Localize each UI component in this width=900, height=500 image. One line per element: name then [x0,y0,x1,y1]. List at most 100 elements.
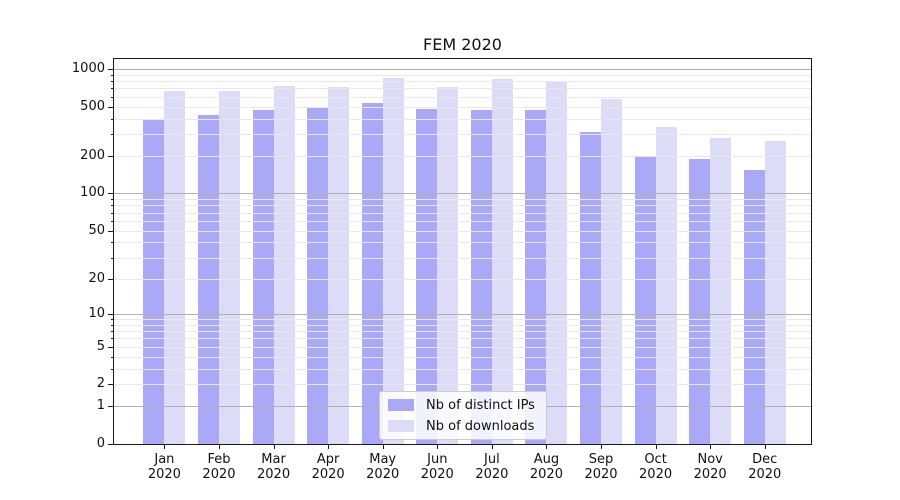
x-tick-label-nov: Nov 2020 [693,452,727,482]
y-tick-label: 2 [96,376,105,392]
x-tick-label-feb: Feb 2020 [202,452,236,482]
gridline-minor [114,278,811,280]
bar-downloads-aug [546,82,568,444]
y-tick-mark-minor [111,96,113,98]
gridline-minor [114,199,811,201]
x-tick-label-oct: Oct 2020 [639,452,673,482]
y-tick-label: 200 [80,148,105,164]
bar-distinct-ips-may [361,103,383,444]
y-tick-mark-minor [111,242,113,244]
x-tick-mark [164,445,166,449]
y-tick-mark-minor [111,324,113,326]
bar-downloads-feb [218,90,240,444]
x-tick-label-jun: Jun 2020 [420,452,454,482]
y-tick-mark-minor [111,118,113,120]
bar-downloads-jul [491,79,513,444]
y-tick-mark-minor [111,205,113,207]
bar-distinct-ips-mar [252,110,274,444]
y-tick-mark [108,313,113,315]
gridline-minor [114,338,811,340]
y-tick-mark-minor [111,74,113,76]
gridline-major [114,313,811,315]
gridline-minor [114,134,811,136]
y-tick-mark [108,68,113,70]
bar-distinct-ips-nov [689,158,711,444]
bar-downloads-sep [601,98,623,444]
y-tick-mark-minor [111,88,113,90]
legend-label-downloads: Nb of downloads [426,418,535,434]
bar-downloads-mar [273,85,295,444]
bar-downloads-apr [328,86,350,444]
gridline-minor [114,319,811,320]
x-tick-label-jan: Jan 2020 [147,452,181,482]
x-tick-label-dec: Dec 2020 [748,452,782,482]
bar-downloads-nov [710,137,732,444]
y-tick-mark [108,444,113,445]
y-tick-mark [108,346,113,348]
legend-swatch-downloads [388,420,414,432]
x-tick-label-mar: Mar 2020 [257,452,291,482]
gridline-minor [114,81,811,83]
x-tick-mark [328,445,330,449]
y-tick-mark [108,156,113,158]
gridline-minor [114,257,811,259]
gridline-minor [114,324,811,326]
y-tick-label: 1 [96,398,105,414]
gridline-minor [114,106,811,108]
x-tick-mark [218,445,220,449]
y-tick-mark-minor [111,356,113,358]
legend: Nb of distinct IPs Nb of downloads [379,391,547,440]
x-tick-mark [273,445,275,449]
gridline-minor [114,331,811,333]
y-tick-mark [108,193,113,195]
gridline-minor [114,212,811,214]
x-tick-mark [601,445,603,449]
gridline-minor [114,220,811,222]
bar-distinct-ips-aug [525,109,547,444]
legend-swatch-distinct-ips [388,399,414,411]
y-tick-mark-minor [111,338,113,340]
gridline-minor [114,88,811,90]
x-tick-label-aug: Aug 2020 [529,452,563,482]
x-tick-label-jul: Jul 2020 [475,452,509,482]
y-tick-label: 100 [80,185,105,201]
y-tick-label: 500 [80,98,105,114]
x-tick-mark [437,445,439,449]
bar-downloads-may [382,78,404,444]
y-tick-label: 1000 [71,60,105,76]
gridline-minor [114,242,811,244]
gridline-minor [114,96,811,98]
gridline-minor [114,346,811,348]
y-tick-mark-minor [111,212,113,214]
y-tick-mark-minor [111,199,113,201]
gridline-minor [114,230,811,232]
x-tick-mark [382,445,384,449]
gridline-minor [114,74,811,76]
bar-distinct-ips-apr [307,107,329,444]
y-tick-mark-minor [111,319,113,320]
gridline-minor [114,156,811,158]
gridline-major [114,193,811,195]
x-tick-mark [710,445,712,449]
bar-downloads-oct [655,127,677,444]
bar-distinct-ips-jun [416,109,438,444]
gridline-minor [114,205,811,207]
gridline-minor [114,384,811,386]
x-tick-mark [764,445,766,449]
bar-distinct-ips-jul [470,109,492,444]
x-tick-label-apr: Apr 2020 [311,452,345,482]
y-tick-mark [108,406,113,408]
y-tick-mark-minor [111,257,113,259]
y-tick-mark-minor [111,331,113,333]
x-tick-mark [546,445,548,449]
bar-downloads-jan [164,91,186,444]
gridline-minor [114,356,811,358]
y-tick-label: 0 [96,436,105,451]
y-tick-mark [108,230,113,232]
x-tick-mark [655,445,657,449]
legend-item-distinct-ips: Nb of distinct IPs [388,396,538,414]
chart-title: FEM 2020 [423,35,502,54]
y-tick-label: 20 [88,270,105,286]
bar-distinct-ips-sep [580,131,602,444]
